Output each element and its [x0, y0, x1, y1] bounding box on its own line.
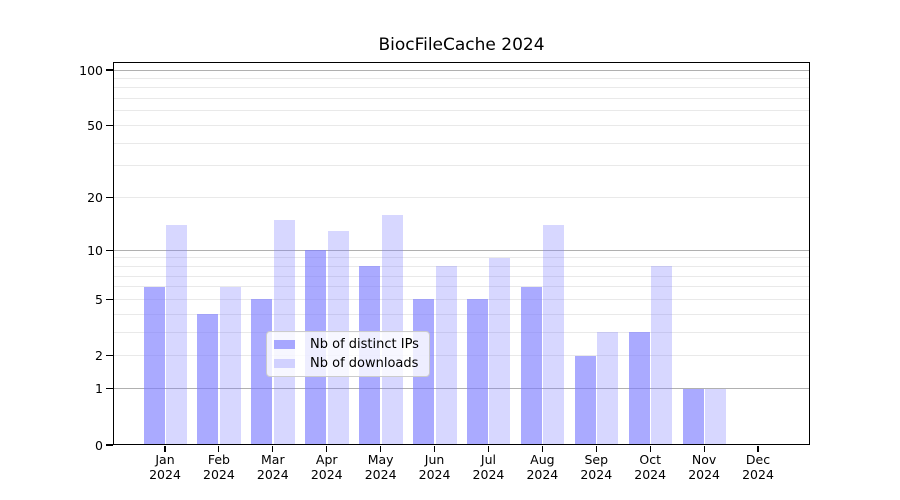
y-tick-label: 50 — [87, 118, 103, 134]
gridline-major — [113, 69, 810, 71]
x-tick-label: Apr 2024 — [310, 452, 343, 482]
y-tick-mark — [106, 355, 113, 357]
x-tick-mark — [218, 446, 220, 452]
y-tick-mark — [106, 249, 113, 251]
bar-downloads — [219, 286, 241, 445]
gridline-minor — [113, 331, 810, 333]
legend-item-downloads: Nb of downloads — [274, 356, 419, 371]
gridline-major — [113, 388, 810, 390]
x-tick-label: Aug 2024 — [526, 452, 559, 482]
legend-swatch — [274, 359, 295, 368]
bar-downloads — [381, 214, 403, 445]
legend: Nb of distinct IPs Nb of downloads — [266, 331, 430, 377]
chart-title: BiocFileCache 2024 — [378, 35, 545, 55]
bar-downloads — [489, 257, 511, 445]
bar-distinct-ips — [628, 332, 650, 445]
plot-area — [113, 62, 810, 445]
x-tick-mark — [649, 446, 651, 452]
x-tick-label: Jul 2024 — [472, 452, 505, 482]
x-tick-mark — [487, 446, 490, 452]
gridline-minor — [113, 257, 810, 259]
bar-downloads — [543, 224, 565, 445]
legend-label: Nb of distinct IPs — [310, 337, 419, 352]
bar-distinct-ips — [682, 388, 704, 445]
bar-downloads — [597, 332, 619, 445]
legend-label: Nb of downloads — [310, 356, 419, 371]
bar-distinct-ips — [197, 314, 219, 445]
y-tick-label: 20 — [87, 190, 103, 206]
gridline-minor — [113, 275, 810, 277]
x-tick-label: Feb 2024 — [203, 452, 235, 482]
x-tick-mark — [433, 446, 436, 452]
y-tick-mark — [106, 69, 113, 71]
x-tick-mark — [272, 446, 274, 452]
bar-distinct-ips — [520, 286, 542, 445]
bar-distinct-ips — [143, 286, 165, 445]
x-tick-mark — [164, 446, 166, 452]
gridline-minor — [113, 298, 810, 300]
x-tick-label: Jun 2024 — [418, 452, 451, 482]
x-tick-mark — [380, 446, 382, 452]
x-tick-label: Jan 2024 — [149, 452, 181, 482]
x-tick-label: Oct 2024 — [634, 452, 667, 482]
gridline-minor — [113, 87, 810, 89]
x-tick-mark — [595, 446, 597, 452]
gridline-minor — [113, 98, 810, 100]
y-tick-label: 1 — [95, 381, 103, 397]
y-tick-mark — [106, 388, 113, 390]
bar-downloads — [705, 388, 727, 445]
bar-downloads — [651, 266, 673, 445]
y-tick-label: 5 — [95, 291, 103, 307]
y-tick-label: 0 — [95, 437, 103, 453]
x-tick-mark — [326, 446, 328, 452]
gridline-minor — [113, 197, 810, 199]
x-tick-label: Dec 2024 — [742, 452, 774, 482]
y-tick-mark — [106, 197, 113, 199]
x-tick-label: Nov 2024 — [688, 452, 720, 482]
bar-downloads — [435, 266, 457, 445]
bar-distinct-ips — [466, 299, 488, 445]
y-tick-mark — [106, 298, 113, 300]
y-tick-label: 2 — [95, 348, 103, 364]
gridline-minor — [113, 313, 810, 315]
x-tick-mark — [703, 446, 705, 452]
gridline-minor — [113, 355, 810, 357]
gridline-minor — [113, 110, 810, 112]
x-tick-mark — [757, 446, 759, 452]
gridline-major — [113, 249, 810, 251]
bar-downloads — [166, 224, 187, 445]
gridline-minor — [113, 265, 810, 267]
y-tick-label: 10 — [87, 242, 103, 258]
gridline-minor — [113, 165, 810, 167]
y-tick-mark — [106, 444, 113, 446]
legend-item-distinct-ips: Nb of distinct IPs — [274, 337, 419, 352]
gridline-minor — [113, 125, 810, 127]
x-tick-label: May 2024 — [364, 452, 397, 482]
y-tick-mark — [106, 124, 113, 127]
gridline-minor — [113, 77, 810, 79]
y-tick-label: 100 — [79, 62, 103, 78]
gridline-minor — [113, 142, 810, 144]
x-tick-label: Mar 2024 — [256, 452, 289, 482]
bar-distinct-ips — [574, 355, 596, 445]
gridline-minor — [113, 286, 810, 288]
x-tick-mark — [541, 446, 543, 452]
x-tick-label: Sep 2024 — [580, 452, 613, 482]
legend-swatch — [274, 340, 295, 349]
